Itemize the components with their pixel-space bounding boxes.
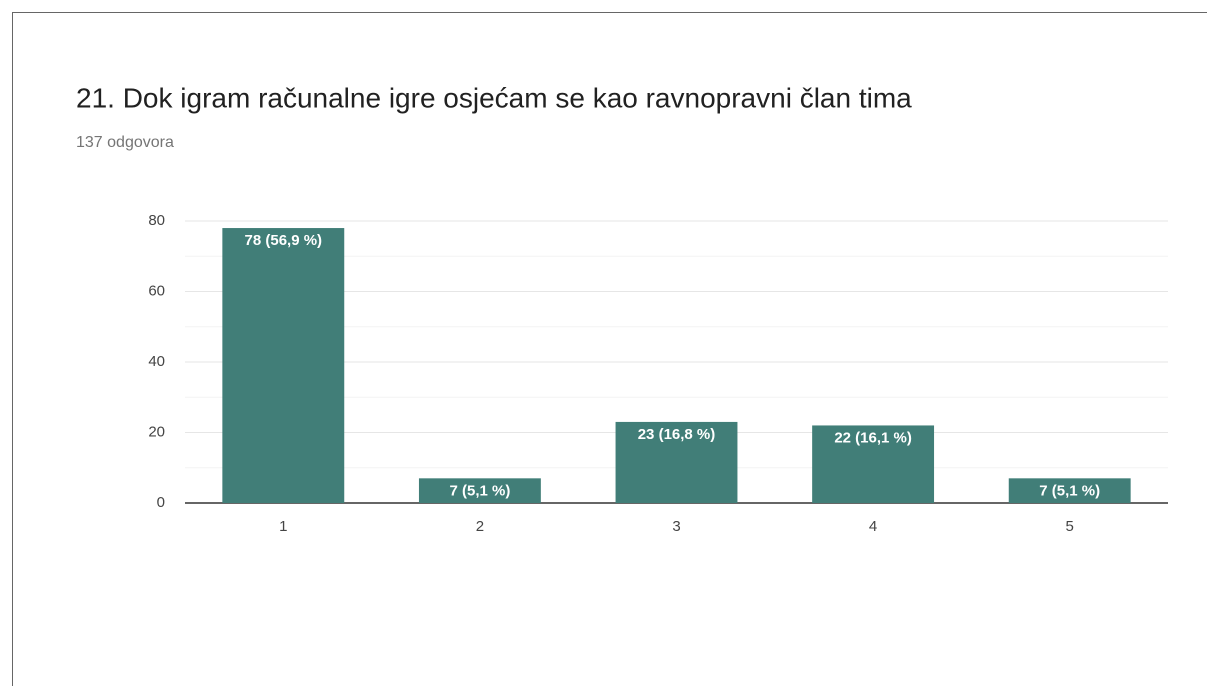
y-tick-label: 80	[148, 212, 165, 229]
x-tick-label: 3	[672, 518, 680, 535]
bar	[222, 228, 345, 504]
bar	[812, 425, 935, 503]
y-tick-label: 60	[148, 282, 165, 299]
bar	[615, 421, 738, 503]
card	[12, 12, 1207, 686]
data-label: 22 (16,1 %)	[834, 429, 912, 446]
data-label: 78 (56,9 %)	[245, 232, 323, 249]
chart-title: 21. Dok igram računalne igre osjećam se …	[76, 82, 912, 113]
y-tick-label: 40	[148, 353, 165, 370]
data-label: 7 (5,1 %)	[1039, 482, 1100, 499]
data-label: 7 (5,1 %)	[449, 482, 510, 499]
x-tick-label: 1	[279, 518, 287, 535]
x-tick-label: 4	[869, 518, 877, 535]
data-label: 23 (16,8 %)	[638, 426, 716, 443]
y-tick-label: 20	[148, 423, 165, 440]
bar	[1008, 478, 1131, 503]
x-tick-label: 2	[476, 518, 484, 535]
chart-subtitle: 137 odgovora	[76, 134, 174, 151]
y-tick-label: 0	[157, 494, 165, 511]
x-tick-label: 5	[1066, 518, 1074, 535]
bar	[418, 478, 541, 503]
